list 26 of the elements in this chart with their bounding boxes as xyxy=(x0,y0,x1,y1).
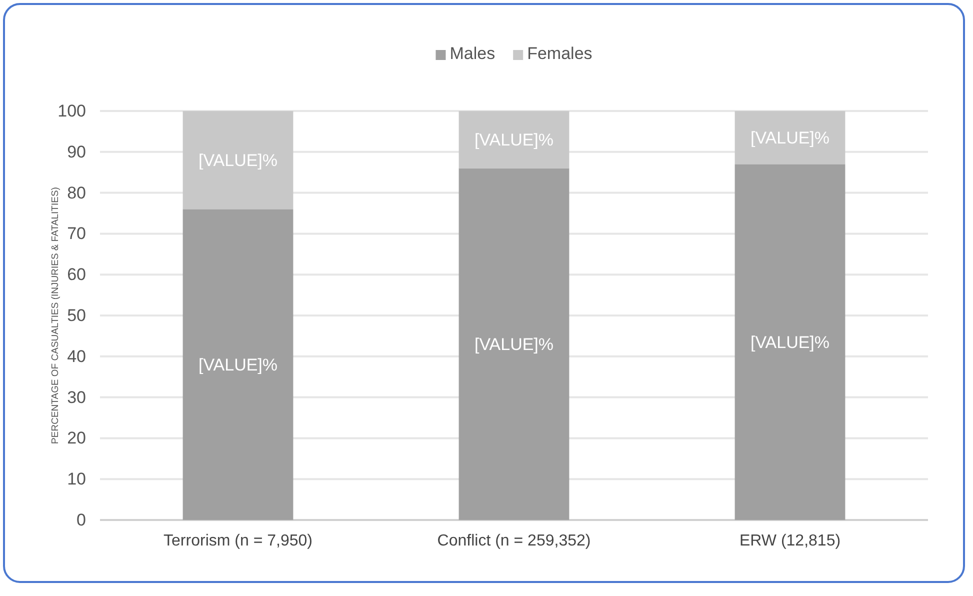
bar xyxy=(734,164,846,520)
y-tick-label: 90 xyxy=(67,142,86,162)
y-tick-label: 20 xyxy=(67,428,86,448)
data-label: [VALUE]% xyxy=(474,335,554,354)
legend-label: Females xyxy=(527,44,592,63)
y-axis-title: PERCENTAGE OF CASUALTIES (INJURIES & FATALITIES) xyxy=(50,187,61,444)
y-tick-label: 0 xyxy=(76,510,86,530)
bar xyxy=(458,168,570,520)
data-label: [VALUE]% xyxy=(198,356,278,375)
bar xyxy=(458,111,570,168)
x-tick-label: Conflict (n = 259,352) xyxy=(437,532,591,550)
bar xyxy=(182,111,294,210)
y-tick-label: 10 xyxy=(67,470,86,489)
x-tick-label: ERW (12,815) xyxy=(739,532,841,550)
y-tick-label: 60 xyxy=(67,265,86,284)
y-tick-label: 80 xyxy=(67,183,86,202)
bar xyxy=(734,111,846,164)
y-tick-label: 70 xyxy=(67,224,86,244)
x-tick-label: Terrorism (n = 7,950) xyxy=(164,532,312,550)
data-label: [VALUE]% xyxy=(750,333,830,352)
legend-label: Males xyxy=(450,44,496,63)
bar xyxy=(182,209,294,520)
y-tick-label: 30 xyxy=(67,388,86,407)
y-tick-label: 50 xyxy=(67,306,86,325)
y-tick-label: 100 xyxy=(58,101,86,120)
y-tick-label: 40 xyxy=(67,346,86,366)
